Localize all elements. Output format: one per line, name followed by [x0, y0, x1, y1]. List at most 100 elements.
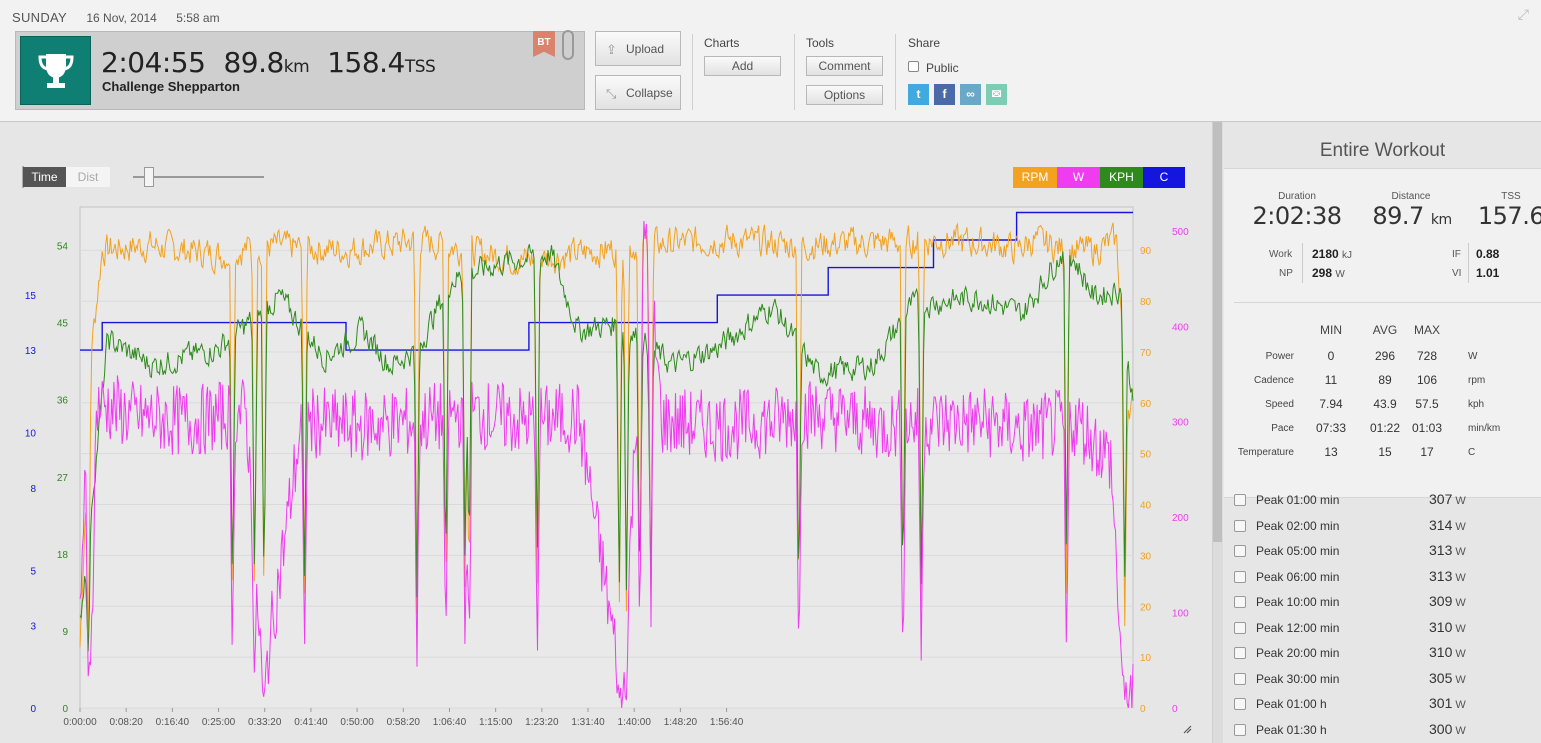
temperature-axis-tick: 3 [30, 621, 36, 632]
peak-label: Peak 30:00 min [1256, 671, 1340, 686]
temperature-axis-tick: 15 [25, 291, 37, 302]
temperature-axis-tick: 13 [25, 346, 37, 357]
cadence-min: 11 [1324, 373, 1338, 387]
add-chart-button[interactable]: Add [704, 56, 781, 76]
peak-label: Peak 10:00 min [1256, 595, 1340, 609]
speed-avg: 43.9 [1373, 397, 1397, 411]
temperature-axis-tick: 0 [30, 704, 36, 715]
legend-kph[interactable]: KPH [1100, 167, 1143, 188]
temperature-min: 13 [1324, 445, 1338, 459]
public-checkbox[interactable] [908, 61, 919, 72]
legend-watts[interactable]: W [1057, 167, 1100, 188]
peak-value: 307 W [1429, 491, 1466, 507]
workout-distance: 89.8 [223, 46, 284, 79]
twitter-icon[interactable]: t [908, 84, 929, 105]
upload-icon: ⇪ [606, 42, 617, 57]
workout-main-stats: 2:04:55 89.8km 158.4TSS [101, 46, 436, 79]
kph-axis-tick: 45 [57, 319, 69, 330]
watts-axis-tick: 500 [1172, 227, 1189, 238]
rpm-axis-tick: 20 [1140, 602, 1152, 613]
peak-value: 310 W [1429, 644, 1466, 660]
collapse-button[interactable]: ⤡ Collapse [595, 75, 681, 110]
peak-label: Peak 12:00 min [1256, 620, 1340, 635]
peak-value: 300 W [1429, 720, 1466, 737]
workout-summary-card[interactable]: 2:04:55 89.8km 158.4TSS Challenge Sheppart… [15, 30, 585, 110]
watts-axis-tick: 200 [1172, 513, 1189, 524]
peak-checkbox[interactable] [1234, 647, 1246, 659]
cadence-unit: rpm [1468, 375, 1486, 386]
zoom-slider[interactable] [133, 176, 264, 178]
peak-row[interactable]: Peak 12:00 min 310 W [1224, 616, 1541, 641]
x-axis-tick: 0:08:20 [109, 717, 143, 728]
peak-checkbox[interactable] [1234, 494, 1246, 506]
time-dist-toggle[interactable]: Time Dist [22, 166, 110, 188]
peak-value: 305 W [1429, 669, 1466, 686]
peak-value: 313 W [1429, 542, 1466, 558]
workout-chart[interactable]: 0 9 18 27 36 45 54 0 3 5 8 10 13 15 0 10 20 30 40 50 60 70 80 9… [0, 122, 1212, 743]
peak-checkbox[interactable] [1234, 570, 1246, 583]
attachment-icon[interactable] [562, 30, 574, 60]
peak-row[interactable]: Peak 02:00 min 314 W [1224, 514, 1541, 539]
facebook-icon[interactable]: f [934, 84, 955, 105]
peak-row[interactable]: Peak 01:00 h 301 W [1224, 692, 1541, 717]
peak-checkbox[interactable] [1234, 723, 1246, 736]
peak-value: 310 W [1429, 618, 1466, 635]
collapse-icon: ⤡ [606, 86, 617, 101]
resize-grip-icon[interactable] [1183, 725, 1192, 734]
duration-value: 2:02:38 [1252, 202, 1342, 230]
options-button[interactable]: Options [806, 85, 883, 105]
peak-row[interactable]: Peak 06:00 min 313 W [1224, 565, 1541, 590]
zoom-slider-handle[interactable] [144, 167, 154, 187]
divider [1302, 243, 1303, 283]
peak-checkbox[interactable] [1234, 519, 1246, 532]
duration-label: Duration [1278, 191, 1316, 202]
peak-checkbox[interactable] [1234, 698, 1246, 710]
peak-row[interactable]: Peak 05:00 min 313 W [1224, 539, 1541, 564]
legend-temperature[interactable]: C [1143, 167, 1185, 188]
rpm-axis-tick: 10 [1140, 653, 1152, 664]
peak-label: Peak 01:30 h [1256, 722, 1327, 737]
x-axis-tick: 0:33:20 [248, 717, 282, 728]
peak-label: Peak 02:00 min [1256, 518, 1340, 533]
peak-row[interactable]: Peak 01:00 min 307 W [1224, 488, 1541, 513]
rpm-axis-tick: 40 [1140, 501, 1152, 512]
scrollbar-thumb[interactable] [1213, 122, 1222, 542]
peak-checkbox[interactable] [1234, 621, 1246, 634]
vi-label: VI [1452, 268, 1462, 279]
trophy-icon [20, 36, 91, 105]
peak-row[interactable]: Peak 10:00 min 309 W [1224, 590, 1541, 615]
dist-toggle-option[interactable]: Dist [66, 167, 110, 187]
if-value: 0.88 [1476, 247, 1500, 261]
rpm-axis-tick: 50 [1140, 450, 1152, 461]
watts-axis-tick: 300 [1172, 418, 1189, 429]
watts-axis-tick: 400 [1172, 322, 1189, 333]
link-icon[interactable]: ∞ [960, 84, 981, 105]
legend-rpm[interactable]: RPM [1013, 167, 1057, 188]
watts-axis-tick: 0 [1172, 704, 1178, 715]
np-value-group: 298 W [1312, 266, 1345, 280]
temperature-max: 17 [1420, 445, 1434, 459]
divider [794, 34, 795, 110]
peak-row[interactable]: Peak 01:30 h 300 W [1224, 718, 1541, 743]
x-axis-tick: 1:48:20 [664, 717, 698, 728]
rpm-axis-tick: 80 [1140, 297, 1152, 308]
email-icon[interactable]: ✉ [986, 84, 1007, 105]
pace-row-label: Pace [1271, 423, 1294, 434]
comment-button[interactable]: Comment [806, 56, 883, 76]
upload-button[interactable]: ⇪ Upload [595, 31, 681, 66]
peak-row[interactable]: Peak 20:00 min 310 W [1224, 641, 1541, 666]
temperature-avg: 15 [1378, 445, 1392, 459]
workout-header: SUNDAY 16 Nov, 2014 5:58 am ⤢ 2:04:55 89.… [0, 0, 1541, 122]
rpm-axis-tick: 60 [1140, 399, 1152, 410]
peak-row[interactable]: Peak 30:00 min 305 W [1224, 667, 1541, 692]
tss-label: TSS [1501, 191, 1521, 202]
expand-icon[interactable]: ⤢ [1517, 6, 1529, 22]
bt-badge[interactable]: BT [533, 31, 555, 57]
time-toggle-option[interactable]: Time [23, 167, 66, 187]
x-axis-tick: 1:06:40 [433, 717, 467, 728]
divider [1234, 302, 1541, 303]
peak-checkbox[interactable] [1234, 596, 1246, 608]
peak-checkbox[interactable] [1234, 545, 1246, 557]
peak-checkbox[interactable] [1234, 672, 1246, 685]
plot-area[interactable] [79, 206, 1134, 709]
